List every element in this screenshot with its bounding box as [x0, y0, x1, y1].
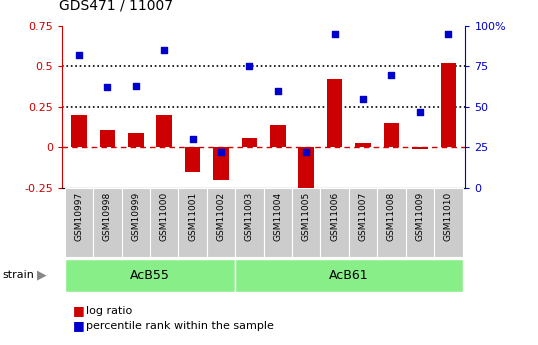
Text: GSM10999: GSM10999	[131, 191, 140, 241]
Bar	[270, 125, 286, 148]
Text: GSM11005: GSM11005	[302, 191, 311, 241]
Point	[245, 63, 254, 69]
Bar	[100, 130, 115, 148]
Bar	[377, 188, 406, 257]
Bar	[355, 142, 371, 148]
Text: GSM11009: GSM11009	[415, 191, 424, 241]
Text: GSM11001: GSM11001	[188, 191, 197, 241]
Bar	[412, 148, 428, 149]
Text: percentile rank within the sample: percentile rank within the sample	[86, 321, 274, 331]
Point	[387, 72, 396, 77]
Point	[330, 31, 339, 37]
Point	[415, 109, 424, 115]
Point	[103, 85, 112, 90]
Bar	[65, 188, 93, 257]
Bar	[207, 188, 235, 257]
Text: GSM11006: GSM11006	[330, 191, 339, 241]
Text: AcB61: AcB61	[329, 269, 369, 282]
Text: GSM11004: GSM11004	[273, 191, 282, 240]
Point	[217, 150, 225, 155]
Text: GDS471 / 11007: GDS471 / 11007	[59, 0, 173, 12]
Text: GSM11007: GSM11007	[358, 191, 367, 241]
Bar	[441, 63, 456, 148]
Text: GSM10998: GSM10998	[103, 191, 112, 241]
Text: AcB55: AcB55	[130, 269, 170, 282]
Bar	[292, 188, 321, 257]
Text: GSM11003: GSM11003	[245, 191, 254, 241]
Bar	[406, 188, 434, 257]
Text: GSM11010: GSM11010	[444, 191, 453, 241]
Text: GSM10997: GSM10997	[74, 191, 83, 241]
Text: GSM11002: GSM11002	[216, 191, 225, 240]
Bar	[65, 259, 235, 292]
Bar	[299, 148, 314, 196]
Bar	[179, 188, 207, 257]
Bar	[242, 138, 257, 148]
Bar	[71, 115, 87, 148]
Point	[188, 137, 197, 142]
Bar	[321, 188, 349, 257]
Text: GSM11000: GSM11000	[160, 191, 169, 241]
Point	[359, 96, 367, 101]
Bar	[93, 188, 122, 257]
Bar	[128, 133, 144, 148]
Bar	[213, 148, 229, 180]
Point	[444, 31, 452, 37]
Point	[75, 52, 83, 58]
Bar	[235, 188, 264, 257]
Bar	[434, 188, 463, 257]
Text: ▶: ▶	[37, 269, 46, 282]
Bar	[185, 148, 200, 172]
Text: ■: ■	[73, 319, 84, 333]
Text: strain: strain	[3, 270, 34, 280]
Bar	[264, 188, 292, 257]
Bar	[384, 123, 399, 148]
Text: log ratio: log ratio	[86, 306, 132, 315]
Bar	[150, 188, 179, 257]
Bar	[157, 115, 172, 148]
Point	[131, 83, 140, 89]
Text: GSM11008: GSM11008	[387, 191, 396, 241]
Text: ■: ■	[73, 304, 84, 317]
Bar	[122, 188, 150, 257]
Bar	[327, 79, 343, 148]
Point	[302, 150, 310, 155]
Point	[160, 47, 168, 53]
Bar	[349, 188, 377, 257]
Point	[273, 88, 282, 93]
Bar	[235, 259, 463, 292]
